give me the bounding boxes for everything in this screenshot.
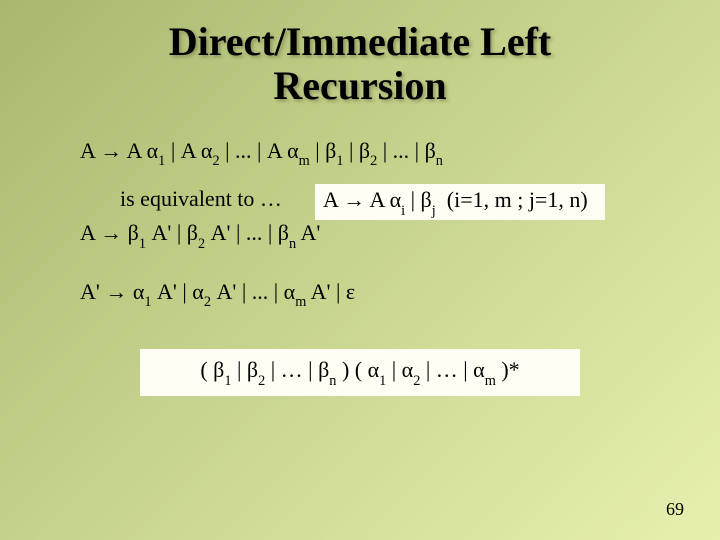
slide-title: Direct/Immediate Left Recursion bbox=[50, 20, 670, 108]
equivalence-row: is equivalent to … A → A αi | βj (i=1, m… bbox=[120, 186, 670, 212]
regex-box: ( β1 | β2 | … | βn ) ( α1 | α2 | … | αm … bbox=[140, 349, 580, 395]
equivalence-label: is equivalent to … bbox=[120, 186, 282, 211]
grammar-A-line: A → β1 A' | β2 A' | ... | βn A' bbox=[80, 220, 670, 250]
grammar-Aprime-line: A' → α1 A' | α2 A' | ... | αm A' | ε bbox=[80, 279, 670, 309]
slide-container: Direct/Immediate Left Recursion A → A α1… bbox=[0, 0, 720, 416]
title-line-2: Recursion bbox=[273, 63, 446, 108]
page-number: 69 bbox=[666, 499, 684, 520]
callout-box: A → A αi | βj (i=1, m ; j=1, n) bbox=[315, 184, 605, 220]
original-grammar-line: A → A α1 | A α2 | ... | A αm | β1 | β2 |… bbox=[80, 138, 670, 168]
title-line-1: Direct/Immediate Left bbox=[169, 19, 551, 64]
